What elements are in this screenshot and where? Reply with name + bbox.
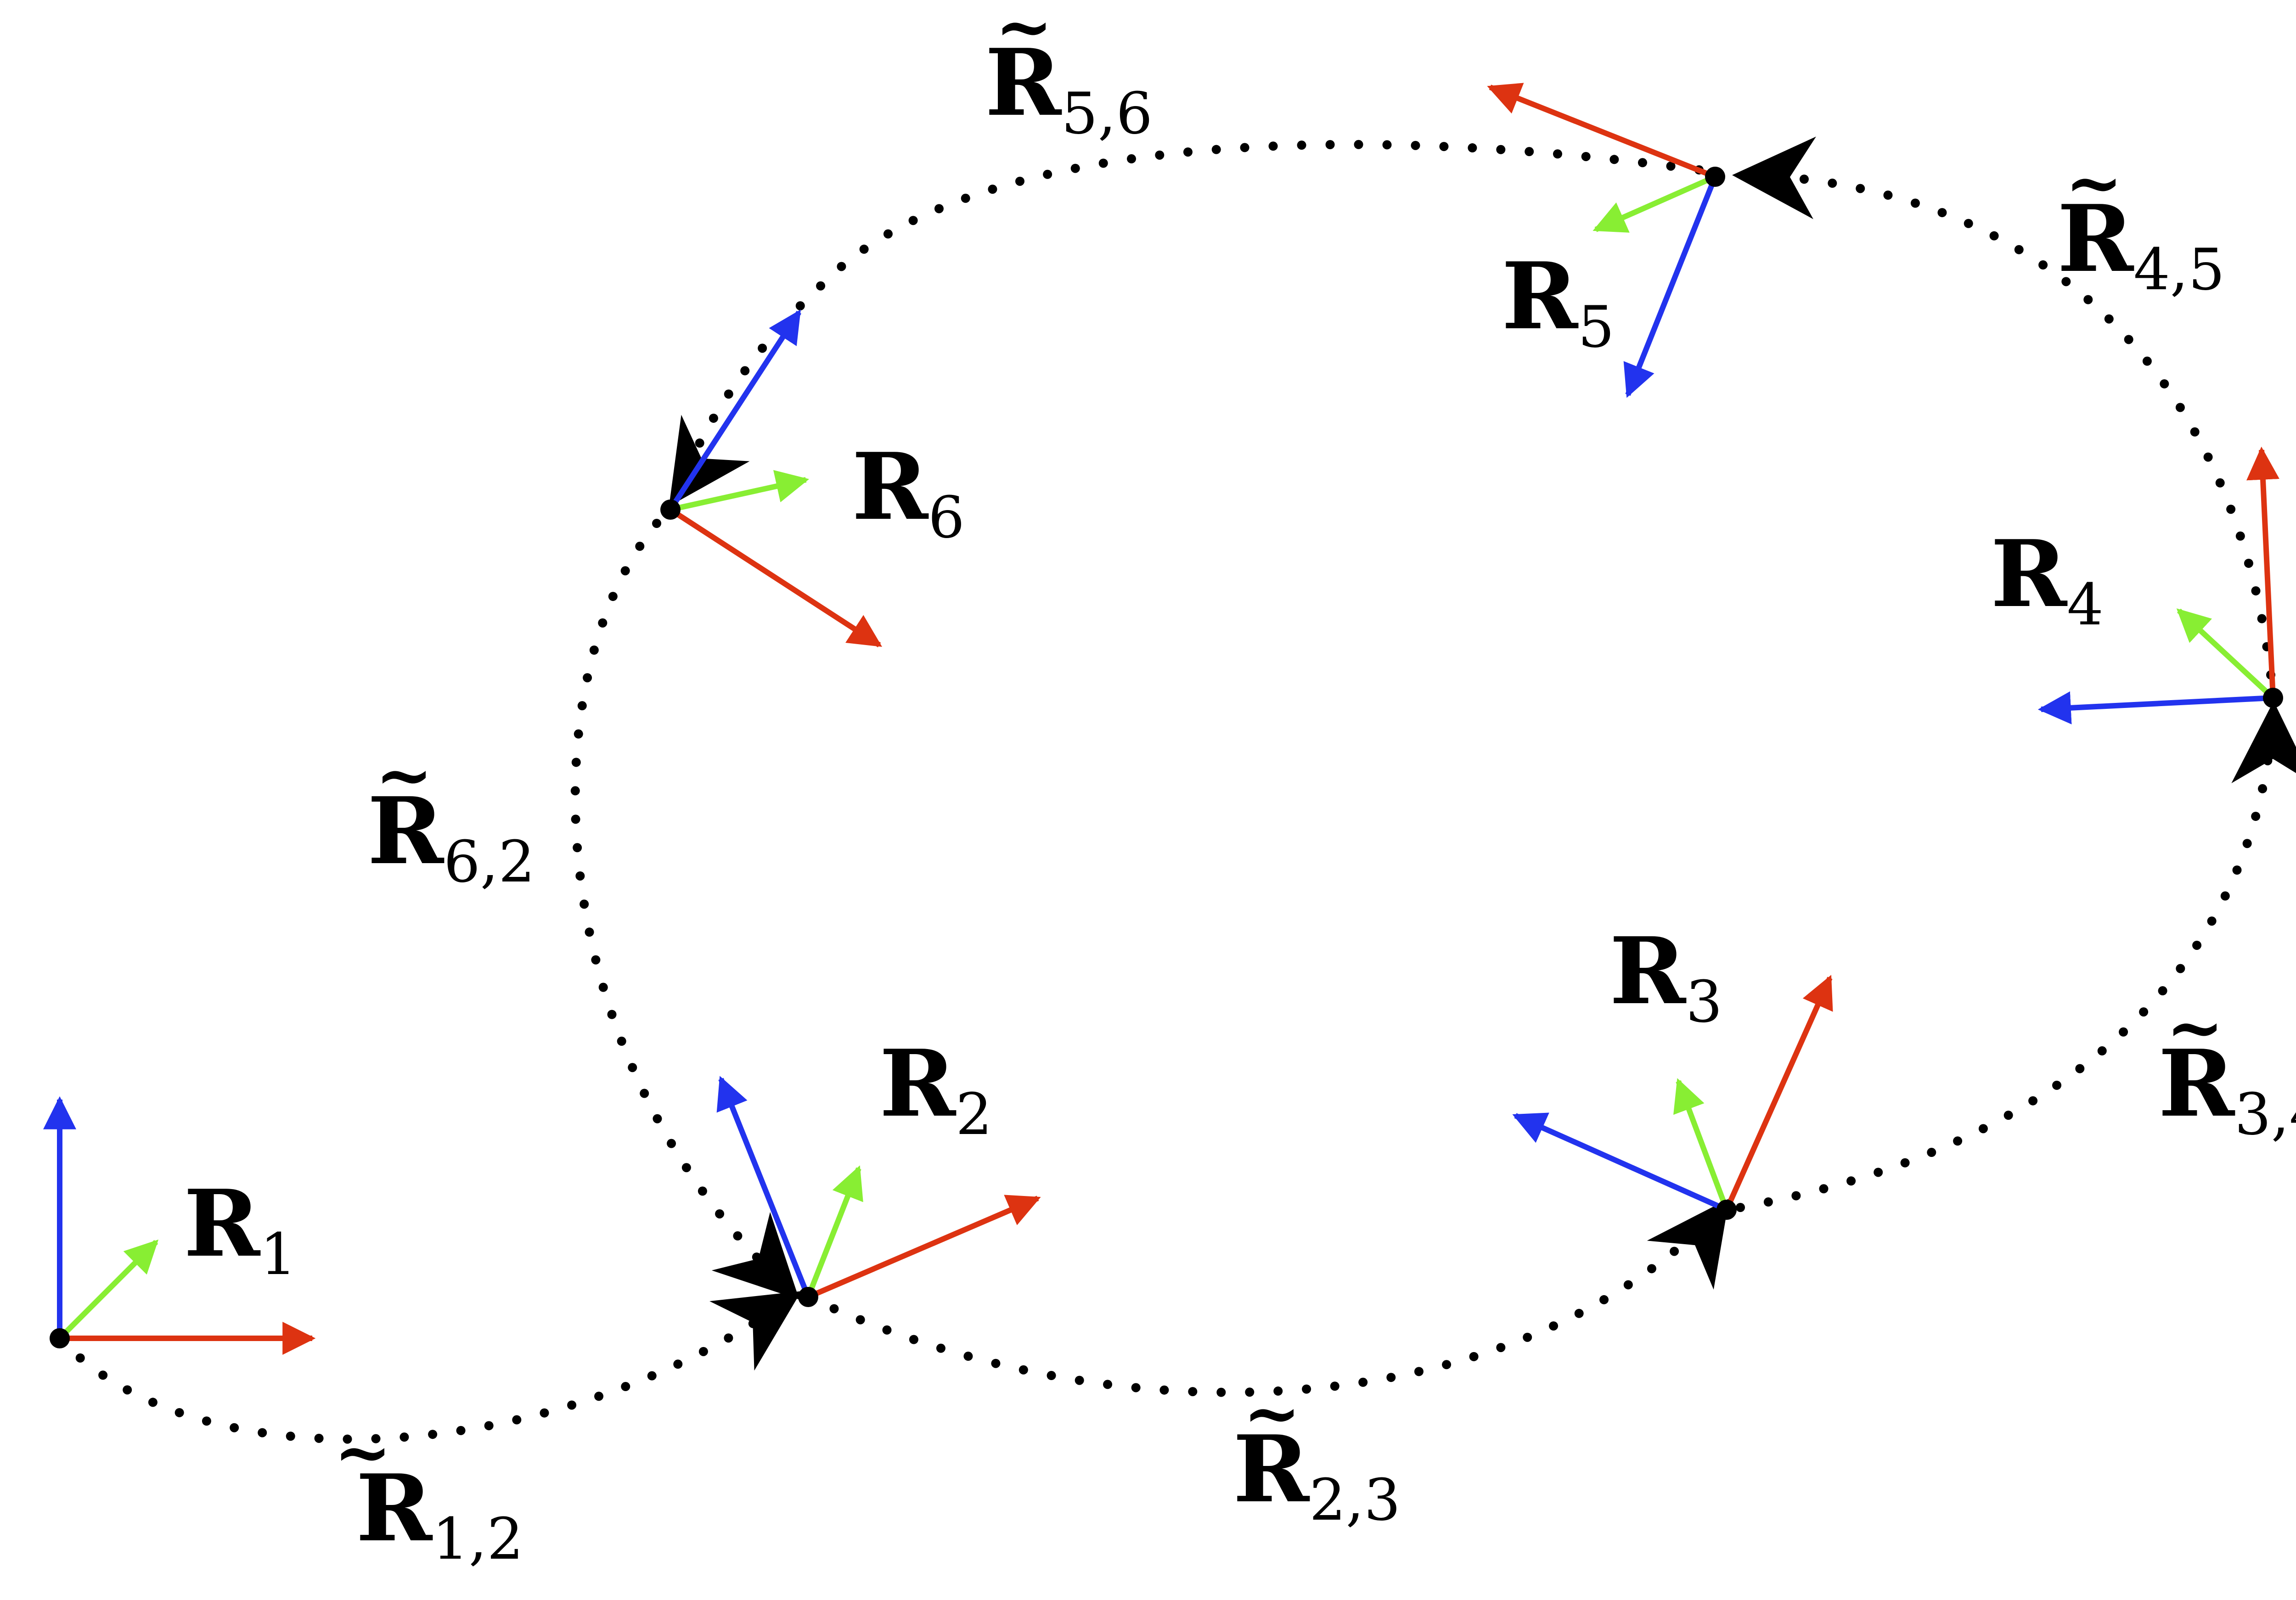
edge-2-3 (804, 1203, 1727, 1397)
frame-4 (2037, 446, 2283, 724)
edge-label-6-2-tilde: ~ (375, 735, 433, 815)
frame-3-x-axis (1724, 975, 1833, 1211)
edge-5-6 (670, 140, 1704, 500)
frame-2-y-axis (805, 1165, 863, 1298)
edge-label-6-2-text: R6,2 (367, 777, 535, 895)
frame-6 (660, 309, 883, 648)
frame-6-x-axis (669, 507, 883, 648)
frame-3-y-axis (1673, 1078, 1729, 1211)
frame-4-origin (2263, 688, 2283, 708)
edge-label-4-5-tilde: ~ (2065, 142, 2123, 223)
edge-1-2 (55, 1295, 794, 1444)
edge-label-4-5: ~ R4,5 (2057, 142, 2225, 303)
edge-label-3-4-tilde: ~ (2166, 987, 2224, 1068)
node-label-3: R3 (1609, 917, 1722, 1035)
edge-labels: ~ R1,2 ~ R2,3 ~ R3,4 ~ R4,5 ~ R5, (334, 0, 2296, 1572)
edge-label-3-4-text: R3,4 (2158, 1030, 2296, 1148)
frame-6-z-axis (668, 309, 802, 511)
node-label-1: R1 (184, 1170, 297, 1288)
edge-label-3-4: ~ R3,4 (2158, 987, 2296, 1148)
frame-4-x-axis (2246, 446, 2279, 698)
frame-2-origin (798, 1287, 818, 1307)
frame-2 (716, 1076, 1041, 1307)
frame-1-y-axis (57, 1239, 159, 1341)
edge-label-2-3-text: R2,3 (1233, 1415, 1401, 1533)
node-label-6: R6 (852, 433, 965, 551)
frame-4-z-axis (2037, 691, 2273, 724)
edge-label-1-2: ~ R1,2 (334, 1412, 523, 1572)
edge-label-6-2: ~ R6,2 (367, 735, 535, 895)
edge-label-5-6-text: R5,6 (985, 29, 1153, 147)
frame-5-y-axis (1593, 174, 1716, 233)
frame-3 (1512, 975, 1833, 1220)
frame-5-x-axis (1487, 83, 1716, 180)
frame-4-y-axis (2176, 608, 2275, 700)
frame-2-z-axis (716, 1076, 811, 1298)
edge-4-5 (1736, 170, 2275, 679)
frame-1 (43, 1096, 316, 1355)
frame-5 (1487, 83, 1725, 398)
frame-3-origin (1716, 1200, 1737, 1220)
edge-3-4 (1736, 705, 2278, 1212)
edge-6-2 (570, 519, 794, 1295)
edge-label-2-3-tilde: ~ (1243, 1373, 1301, 1454)
edge-label-1-2-text: R1,2 (356, 1454, 523, 1572)
frames (43, 83, 2283, 1355)
frame-5-z-axis (1623, 175, 1718, 398)
edge-label-4-5-text: R4,5 (2057, 185, 2225, 303)
edge-label-2-3: ~ R2,3 (1233, 1373, 1401, 1533)
frame-1-origin (50, 1328, 70, 1348)
frame-3-z-axis (1512, 1112, 1728, 1213)
edge-label-5-6: ~ R5,6 (985, 0, 1153, 147)
node-label-4: R4 (1991, 520, 2104, 638)
edges (55, 136, 2296, 1444)
node-label-5: R5 (1502, 242, 1615, 360)
node-labels: R1 R2 R3 R4 R5 R6 (184, 242, 2104, 1288)
node-label-2: R2 (879, 1030, 992, 1148)
edge-label-1-2-tilde: ~ (334, 1412, 392, 1493)
frame-6-y-axis (670, 470, 810, 512)
frame-2-x-axis (807, 1195, 1041, 1300)
frame-6-origin (660, 500, 681, 520)
frame-5-origin (1705, 167, 1725, 187)
edge-label-5-6-tilde: ~ (995, 0, 1053, 67)
